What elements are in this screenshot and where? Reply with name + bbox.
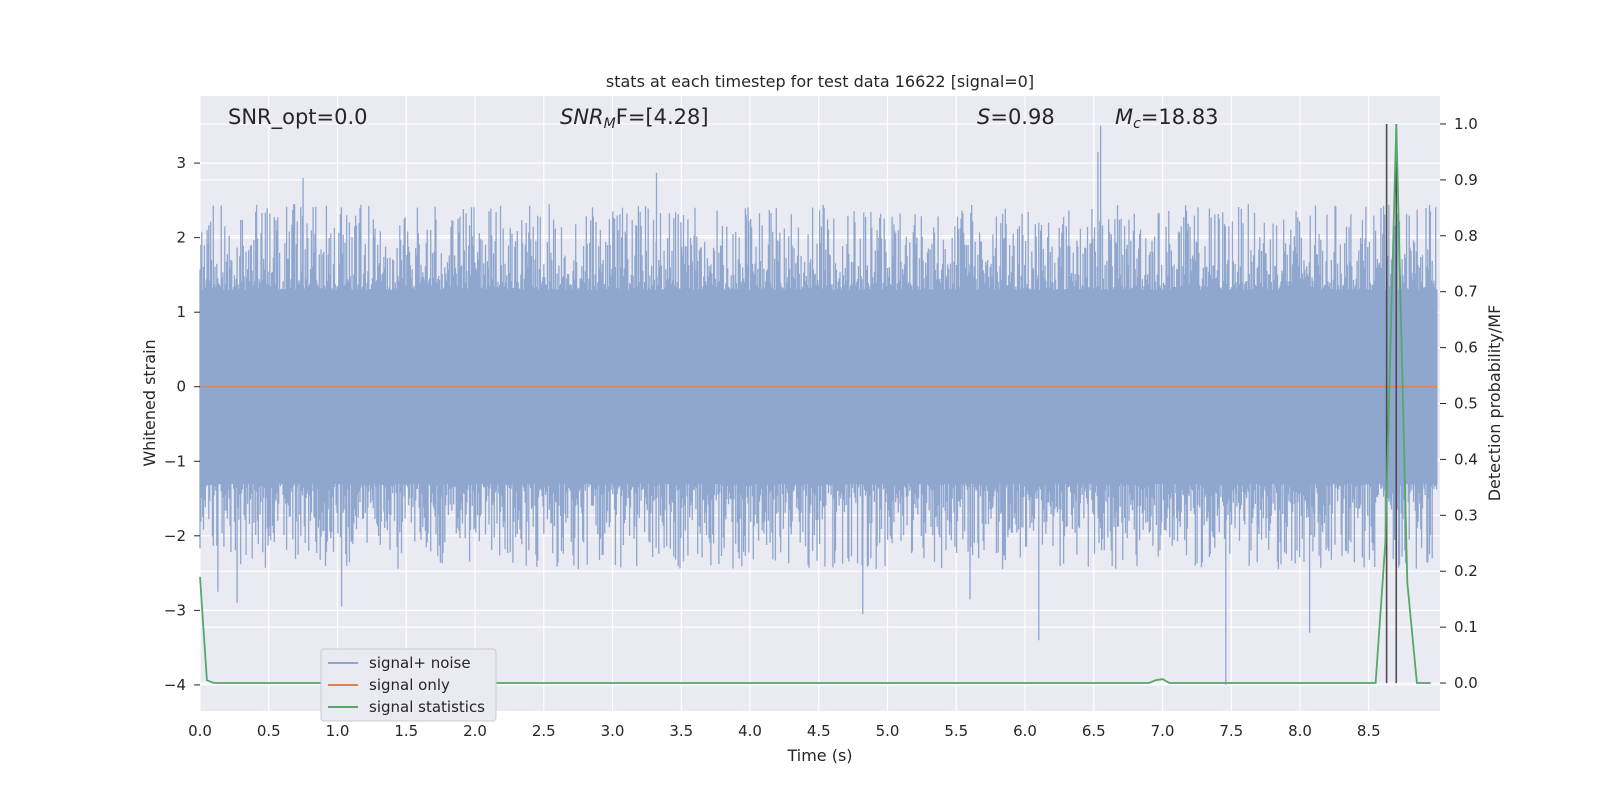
y-tick-label: 2: [176, 229, 186, 247]
y-right-tick-label: 0.6: [1454, 339, 1478, 357]
y-tick-label: 1: [176, 303, 186, 321]
y-tick-label: −3: [164, 601, 186, 619]
x-tick-label: 7.0: [1151, 722, 1175, 740]
legend: signal+ noise signal only signal statist…: [320, 648, 497, 722]
x-tick-label: 0.5: [257, 722, 281, 740]
x-ticks: 0.0 0.5 1.0 1.5 2.0 2.5 3.0 3.5 4.0 4.5 5.0 5.5 6.0 6…: [188, 722, 1381, 740]
y-axis-label: Whitened strain: [140, 339, 159, 466]
y-right-tick-label: 0.7: [1454, 283, 1478, 301]
x-tick-label: 1.0: [326, 722, 350, 740]
y-ticks: 3 2 1 0 −1 −2 −3 −4: [164, 154, 200, 694]
mc-label: M: [1115, 105, 1133, 129]
chart-title: stats at each timestep for test data 166…: [606, 72, 1034, 91]
x-tick-label: 5.0: [876, 722, 900, 740]
s-value: =0.98: [990, 105, 1054, 129]
y-right-ticks: 1.0 0.9 0.8 0.7 0.6 0.5 0.4 0.3 0.2 0.1 0.0: [1440, 115, 1478, 692]
legend-label-signal-statistics: signal statistics: [369, 698, 485, 716]
y-tick-label: −1: [164, 452, 186, 470]
snr-mf-sub: M: [604, 116, 616, 132]
legend-label-signal-noise: signal+ noise: [369, 654, 471, 672]
y-right-tick-label: 0.3: [1454, 506, 1478, 524]
x-tick-label: 3.5: [669, 722, 693, 740]
s-label: S: [977, 105, 990, 129]
y-right-tick-label: 0.0: [1454, 674, 1478, 692]
mc-sub: c: [1133, 116, 1141, 132]
mc-annotation: Mc=18.83: [1115, 105, 1219, 132]
legend-box: [320, 648, 497, 722]
snr-opt-annotation: SNR_opt=0.0: [228, 105, 368, 130]
y-tick-label: 0: [176, 378, 186, 396]
snr-mf-prefix: SNR: [560, 105, 604, 129]
y-right-tick-label: 0.1: [1454, 618, 1478, 636]
y-tick-label: 3: [176, 154, 186, 172]
x-tick-label: 6.5: [1082, 722, 1106, 740]
y-right-tick-label: 0.9: [1454, 171, 1478, 189]
x-tick-label: 8.5: [1357, 722, 1381, 740]
x-tick-label: 0.0: [188, 722, 212, 740]
x-axis-label: Time (s): [786, 746, 852, 765]
x-tick-label: 4.5: [807, 722, 831, 740]
y-right-axis-label: Detection probability/MF: [1485, 305, 1504, 502]
y-right-tick-label: 0.5: [1454, 395, 1478, 413]
y-tick-label: −4: [164, 676, 186, 694]
lines-layer: [199, 123, 1438, 684]
legend-label-signal-only: signal only: [369, 676, 450, 694]
x-tick-label: 2.5: [532, 722, 556, 740]
y-right-tick-label: 1.0: [1454, 115, 1478, 133]
s-annotation: S=0.98: [977, 105, 1055, 129]
mc-value: =18.83: [1141, 105, 1219, 129]
x-tick-label: 7.5: [1219, 722, 1243, 740]
x-tick-label: 4.0: [738, 722, 762, 740]
y-tick-label: −2: [164, 527, 186, 545]
y-right-tick-label: 0.2: [1454, 562, 1478, 580]
snr-mf-annotation: SNRMF=[4.28]: [560, 105, 709, 132]
snr-mf-suffix: F=[4.28]: [616, 105, 709, 129]
x-tick-label: 2.0: [463, 722, 487, 740]
x-tick-label: 5.5: [944, 722, 968, 740]
x-tick-label: 3.0: [601, 722, 625, 740]
x-tick-label: 6.0: [1013, 722, 1037, 740]
y-right-tick-label: 0.8: [1454, 227, 1478, 245]
y-right-tick-label: 0.4: [1454, 450, 1478, 468]
x-tick-label: 8.0: [1288, 722, 1312, 740]
x-tick-label: 1.5: [394, 722, 418, 740]
signal-statistics-line: [199, 123, 1431, 684]
